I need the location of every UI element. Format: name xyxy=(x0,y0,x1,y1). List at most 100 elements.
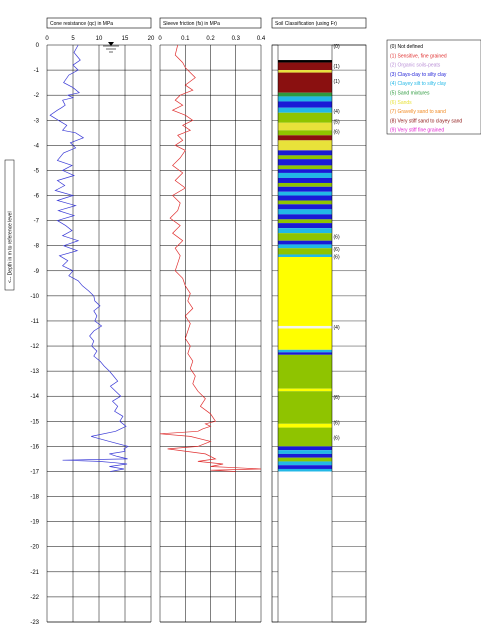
y-tick-label: -5 xyxy=(34,168,40,174)
y-tick-label: -22 xyxy=(30,595,39,601)
qc-grid xyxy=(46,44,152,623)
legend-entry: (4) Clayey silt to silty clay xyxy=(390,81,447,87)
qc-y-ticks: 0 -1 -2 -3 -4 -5 -6 -7 -8 -9 -10 -11 -12 -13 -14 -15 -16… xyxy=(30,43,39,626)
soil-layer-bar xyxy=(278,159,332,166)
soil-layer-bar xyxy=(278,70,332,73)
soil-layer-bar xyxy=(278,465,332,469)
y-tick-label: -16 xyxy=(30,444,39,450)
soil-title-box xyxy=(271,17,367,29)
y-tick-label: -11 xyxy=(31,319,40,325)
soil-layer-bar xyxy=(278,204,332,210)
y-axis-label-group: <-- Depth in m to reference level xyxy=(4,159,15,291)
qc-title: Cone resistance (qc) in MPa xyxy=(50,21,113,27)
fs-title-box xyxy=(159,17,262,29)
soil-layer-bar xyxy=(278,209,332,215)
soil-side-label: (6) xyxy=(334,395,340,401)
legend-entry: (7) Gravelly sand to sand xyxy=(390,109,446,115)
y-tick-label: -10 xyxy=(30,294,39,300)
soil-layer-bar xyxy=(278,130,332,136)
soil-layer-bar xyxy=(278,62,332,71)
y-tick-label: -8 xyxy=(34,244,40,250)
soil-side-label: (6) xyxy=(334,247,340,253)
soil-layer-bar xyxy=(278,200,332,205)
soil-layer-bar xyxy=(278,155,332,160)
y-tick-label: -7 xyxy=(34,219,40,225)
soil-layer-bar xyxy=(278,60,332,63)
qc-title-box xyxy=(46,17,152,29)
y-axis-label-box xyxy=(4,159,15,291)
soil-grid xyxy=(271,44,367,623)
soil-layer-bar xyxy=(278,172,332,178)
y-tick-label: -9 xyxy=(34,269,40,275)
soil-layer-bar xyxy=(278,214,332,220)
qc-x-tick-label: 5 xyxy=(71,36,75,42)
y-tick-label: -23 xyxy=(30,620,39,626)
soil-layer-bar xyxy=(278,457,332,462)
qc-x-tick-label: 0 xyxy=(45,36,49,42)
y-tick-label: -20 xyxy=(30,545,39,551)
soil-layer-bar xyxy=(278,453,332,458)
soil-layer-bar xyxy=(278,325,332,329)
legend-entry: (1) Sensitive, fine grained xyxy=(390,53,447,59)
fs-x-tick-label: 0 xyxy=(158,36,162,42)
soil-side-label: (5) xyxy=(334,119,340,125)
soil-layer-bar xyxy=(278,349,332,353)
soil-layer-bar xyxy=(278,191,332,196)
soil-layer-bar xyxy=(278,177,332,183)
soil-layer-bar xyxy=(278,391,332,424)
soil-side-label: (6) xyxy=(334,435,340,441)
soil-layer-bar xyxy=(278,256,332,326)
soil-side-label: (1) xyxy=(334,64,340,70)
soil-layer-bar xyxy=(278,228,332,234)
soil-layer-bar xyxy=(278,446,332,451)
soil-layer-bar xyxy=(278,150,332,156)
legend-entry: (8) Very stiff sand to clayey sand xyxy=(390,118,462,124)
soil-layer-bar xyxy=(278,112,332,123)
qc-x-tick-label: 10 xyxy=(96,36,103,42)
soil-layer-bar xyxy=(278,461,332,466)
soil-layer-bar xyxy=(278,240,332,245)
y-tick-label: -15 xyxy=(30,419,39,425)
y-tick-label: -1 xyxy=(34,68,40,74)
fs-x-tick-label: 0.1 xyxy=(181,36,190,42)
water-level-icon xyxy=(103,42,119,53)
legend-entry: (6) Sands xyxy=(390,100,412,106)
soil-layer-bar xyxy=(278,423,332,428)
fs-panel: 0 0.1 0.2 0.3 0.4 xyxy=(158,36,266,623)
soil-layer-bar xyxy=(278,354,332,389)
fs-title: Sleeve friction (fs) in MPa xyxy=(163,21,220,27)
soil-layer-bar xyxy=(278,388,332,392)
soil-layer-bar xyxy=(278,248,332,255)
y-tick-label: -12 xyxy=(30,344,39,350)
y-axis-label: <-- Depth in m to reference level xyxy=(8,211,14,283)
soil-layer-bar xyxy=(278,195,332,201)
soil-layer-bar xyxy=(278,96,332,102)
soil-layer-bar xyxy=(278,92,332,97)
legend-entry: (3) Clays-clay to silty clay xyxy=(390,72,447,78)
y-tick-label: -13 xyxy=(30,369,39,375)
soil-layer-bar xyxy=(278,254,332,257)
soil-side-label: (1) xyxy=(334,79,340,85)
soil-panel: (0) (1) (1) (4) (5) (6) (6) (6) (6) (4) (6) (6) (6) xyxy=(271,44,367,623)
y-tick-label: -2 xyxy=(34,93,40,99)
soil-side-labels: (0) (1) (1) (4) (5) (6) (6) (6) (6) (4) (6) (6) (6) xyxy=(334,44,340,441)
y-tick-label: -14 xyxy=(30,394,39,400)
legend-entry: (5) Sand mixtures xyxy=(390,91,430,97)
qc-x-tick-label: 20 xyxy=(148,36,155,42)
fs-series-line xyxy=(159,44,262,472)
y-tick-label: -21 xyxy=(30,570,39,576)
soil-layer-bar xyxy=(278,219,332,224)
soil-side-label: (4) xyxy=(334,109,340,115)
y-tick-label: -3 xyxy=(34,118,40,124)
y-tick-label: -6 xyxy=(34,194,40,200)
soil-layer-bar xyxy=(278,140,332,151)
fs-x-ticks: 0 0.1 0.2 0.3 0.4 xyxy=(158,36,266,42)
soil-side-label: (6) xyxy=(334,420,340,426)
legend-entry: (2) Organic soils-peats xyxy=(390,63,441,69)
legend-entry: (9) Very stiff fine grained xyxy=(390,128,444,134)
soil-legend: (0) Not defined (1) Sensitive, fine grain… xyxy=(386,39,481,135)
soil-layers xyxy=(278,60,332,472)
fs-x-tick-label: 0.4 xyxy=(257,36,266,42)
soil-layer-bar xyxy=(278,135,332,141)
